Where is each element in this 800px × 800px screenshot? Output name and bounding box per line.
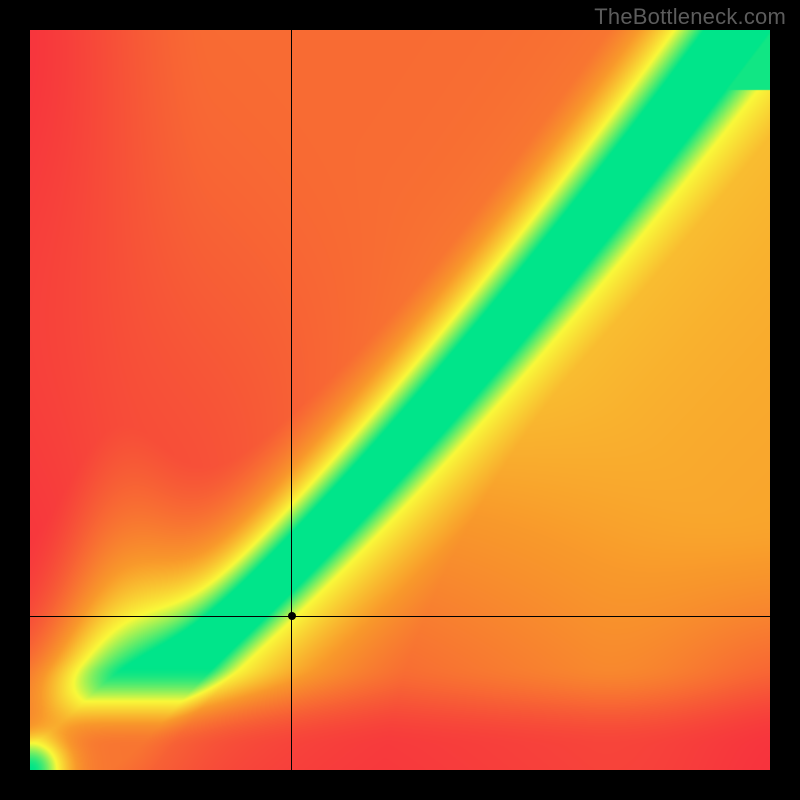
frame-left [0, 0, 30, 800]
crosshair-horizontal [30, 616, 770, 617]
watermark-text: TheBottleneck.com [594, 4, 786, 30]
frame-bottom [0, 770, 800, 800]
crosshair-dot [288, 612, 296, 620]
frame-right [770, 0, 800, 800]
bottleneck-heatmap [30, 30, 770, 770]
crosshair-vertical [291, 30, 292, 770]
